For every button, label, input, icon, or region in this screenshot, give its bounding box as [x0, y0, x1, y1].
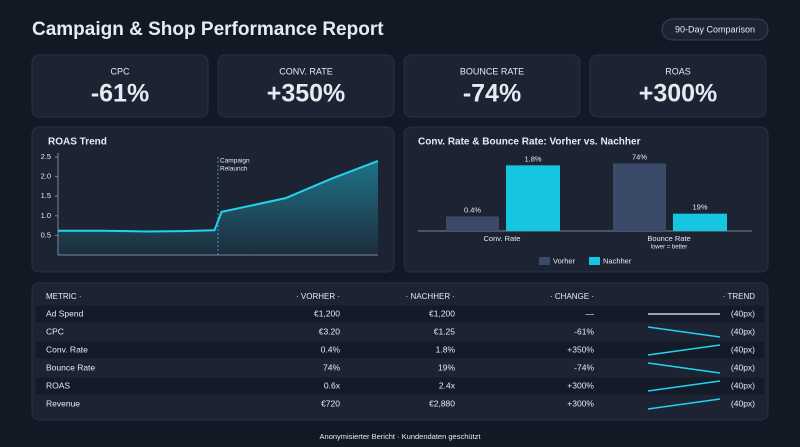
kpi-label: ROAS [665, 66, 691, 76]
sparkline [647, 326, 721, 338]
table-cell: €1,200 [314, 308, 340, 318]
table-cell: 74% [323, 362, 340, 372]
table-cell: 1.8% [436, 344, 456, 354]
kpi-label: CONV. RATE [279, 66, 333, 76]
badge-label: 90-Day Comparison [675, 24, 755, 34]
legend-swatch [589, 257, 600, 265]
y-tick-label: 0.5 [41, 230, 51, 239]
kpi-value: +300% [639, 80, 718, 108]
table-cell: — [586, 308, 595, 318]
bar [613, 163, 666, 231]
table-cell: Conv. Rate [46, 344, 88, 354]
trend-label: (40px) [731, 362, 755, 372]
kpi-card [403, 54, 581, 118]
table-cell: CPC [46, 326, 64, 336]
column-header: · VORHER · [296, 292, 340, 301]
kpi-card [31, 54, 209, 118]
column-header: · CHANGE · [550, 292, 594, 301]
trend-label: (40px) [731, 380, 755, 390]
table-cell: +300% [567, 398, 594, 408]
category-label: Conv. Rate [484, 234, 521, 243]
table-cell: ROAS [46, 380, 70, 390]
row-stripe [36, 305, 764, 323]
column-header: · NACHHER · [406, 292, 455, 301]
table-cell: +350% [567, 344, 594, 354]
column-header: METRIC · [46, 292, 82, 301]
kpi-label: BOUNCE RATE [460, 66, 524, 76]
chart-title: ROAS Trend [48, 137, 107, 148]
table-cell: €3.20 [319, 326, 341, 336]
y-tick-label: 1.5 [41, 191, 51, 200]
y-tick-label: 2.0 [41, 172, 51, 181]
badge [661, 18, 769, 41]
y-tick-label: 2.5 [41, 152, 51, 161]
category-note: lower = better [651, 245, 688, 251]
legend-swatch [539, 257, 550, 265]
kpi-value: -74% [463, 80, 521, 108]
line [58, 159, 379, 233]
table-cell: -61% [574, 326, 594, 336]
table-cell: 19% [438, 362, 455, 372]
chart-title: Conv. Rate & Bounce Rate: Vorher vs. Nac… [418, 137, 641, 148]
value-label: 19% [692, 203, 707, 212]
bar [446, 216, 499, 231]
y-tick-label: 1.0 [41, 211, 51, 220]
bar [506, 165, 560, 231]
page-title: Campaign & Shop Performance Report [32, 19, 384, 40]
bar-panel [403, 126, 769, 273]
annotation: Campaign [220, 158, 250, 165]
legend-label: Vorher [553, 256, 576, 265]
value-label: 0.4% [464, 205, 481, 214]
trend-label: (40px) [731, 308, 755, 318]
trend-label: (40px) [731, 344, 755, 354]
sparkline [647, 344, 721, 356]
table-cell: 2.4x [439, 380, 456, 390]
value-label: 1.8% [524, 154, 541, 163]
table-cell: +300% [567, 380, 594, 390]
kpi-card [217, 54, 395, 118]
table-cell: Ad Spend [46, 308, 84, 318]
row-stripe [36, 377, 764, 395]
annotation: Relaunch [220, 166, 248, 173]
kpi-value: +350% [267, 80, 346, 108]
sparkline [647, 398, 721, 410]
kpi-value: -61% [91, 80, 149, 108]
table-cell: €720 [321, 398, 340, 408]
footer: Anonymisierter Bericht · Kundendaten ges… [320, 432, 482, 441]
kpi-card [589, 54, 767, 118]
sparkline [647, 380, 721, 392]
table-cell: €1.25 [434, 326, 456, 336]
table-cell: €1,200 [429, 308, 455, 318]
category-label: Bounce Rate [647, 234, 690, 243]
trend-label: (40px) [731, 326, 755, 336]
legend-label: Nachher [603, 256, 632, 265]
table-cell: 0.6x [324, 380, 341, 390]
table-cell: Bounce Rate [46, 362, 95, 372]
table-cell: 0.4% [321, 344, 341, 354]
table-cell: -74% [574, 362, 594, 372]
table-cell: €2,880 [429, 398, 455, 408]
bar [673, 213, 727, 231]
kpi-label: CPC [110, 66, 130, 76]
table-cell: Revenue [46, 398, 80, 408]
trend-label: (40px) [731, 398, 755, 408]
row-stripe [36, 341, 764, 359]
value-label: 74% [632, 152, 647, 161]
sparkline [647, 362, 721, 374]
column-header: · TREND [723, 292, 756, 301]
